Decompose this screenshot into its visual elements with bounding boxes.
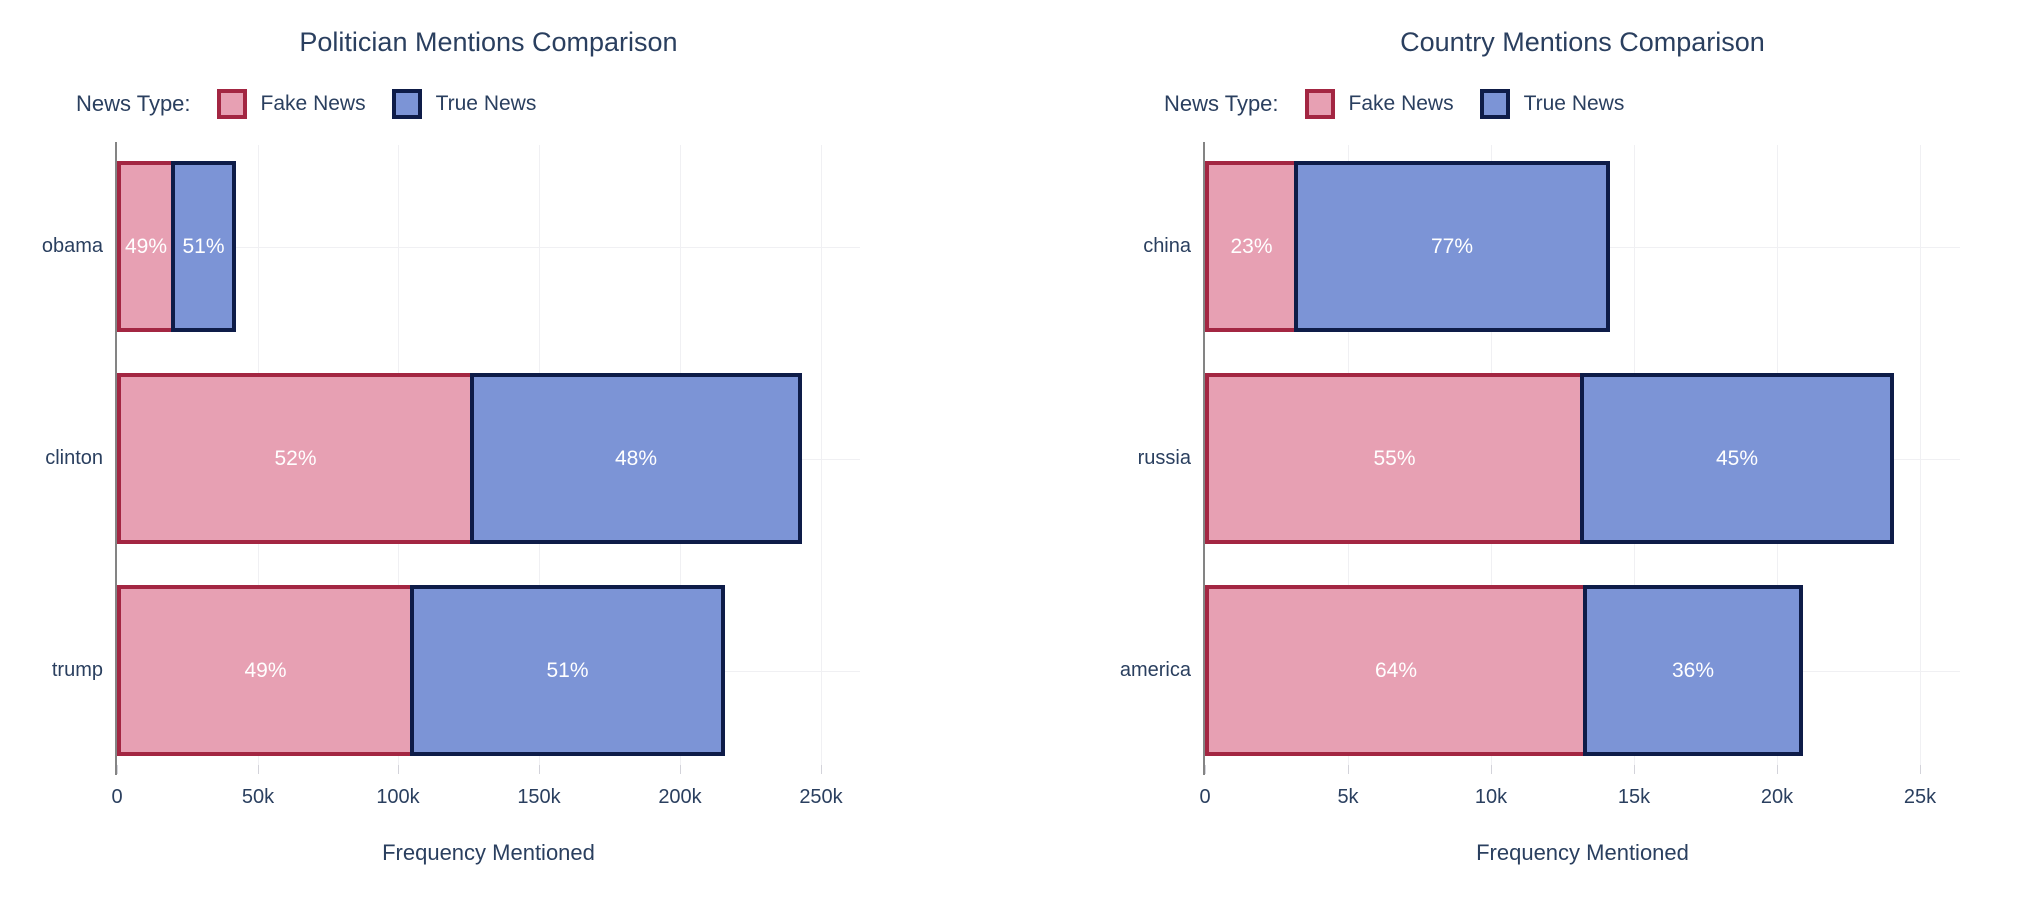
legend: News Type: Fake News True News bbox=[1164, 88, 1624, 120]
bar-segment-true-news-china[interactable]: 77% bbox=[1294, 161, 1610, 332]
gridline-250k bbox=[821, 145, 822, 765]
y-axis-label-america: america bbox=[1119, 659, 1191, 681]
politician-mentions-chart: Politician Mentions Comparison News Type… bbox=[41, 27, 860, 865]
legend: News Type: Fake News True News bbox=[76, 88, 536, 120]
legend-swatch-true-news bbox=[1479, 89, 1510, 119]
x-tick-label-15k: 15k bbox=[1617, 786, 1651, 808]
chart-title: Politician Mentions Comparison bbox=[299, 27, 678, 57]
y-axis-label-trump: trump bbox=[51, 659, 103, 681]
legend-item-true-news[interactable]: True News bbox=[1479, 89, 1625, 119]
legend-item-true-news[interactable]: True News bbox=[391, 89, 537, 119]
x-tick-label-0: 0 bbox=[1199, 786, 1211, 808]
bar-label-fake-news-obama: 49% bbox=[124, 234, 168, 258]
x-tick-label-5k: 5k bbox=[1337, 786, 1359, 808]
gridline-row-obama bbox=[117, 247, 860, 248]
bar-segment-true-news-russia[interactable]: 45% bbox=[1580, 373, 1894, 544]
bar-segment-true-news-trump[interactable]: 51% bbox=[410, 585, 725, 756]
y-axis-line bbox=[115, 142, 117, 775]
x-tick-mark-15k bbox=[1634, 765, 1635, 774]
x-tick-label-150k: 150k bbox=[517, 786, 561, 808]
gridline-25k bbox=[1920, 145, 1921, 765]
legend-item-fake-news[interactable]: Fake News bbox=[216, 89, 366, 119]
bar-segment-fake-news-obama[interactable]: 49% bbox=[117, 161, 175, 332]
legend-label-fake-news: Fake News bbox=[260, 92, 366, 115]
x-tick-label-200k: 200k bbox=[658, 786, 702, 808]
bar-label-true-news-clinton: 48% bbox=[614, 446, 658, 470]
chart-title: Country Mentions Comparison bbox=[1400, 27, 1765, 57]
bar-segment-fake-news-america[interactable]: 64% bbox=[1205, 585, 1587, 756]
x-tick-mark-0 bbox=[117, 765, 118, 774]
bar-segment-fake-news-clinton[interactable]: 52% bbox=[117, 373, 474, 544]
bar-label-true-news-china: 77% bbox=[1430, 234, 1474, 258]
bar-segment-fake-news-trump[interactable]: 49% bbox=[117, 585, 414, 756]
x-axis-title: Frequency Mentioned bbox=[1476, 840, 1689, 865]
x-tick-mark-10k bbox=[1491, 765, 1492, 774]
bar-label-fake-news-america: 64% bbox=[1374, 658, 1418, 682]
bar-label-fake-news-russia: 55% bbox=[1373, 446, 1416, 470]
x-tick-mark-50k bbox=[258, 765, 259, 774]
x-tick-mark-20k bbox=[1777, 765, 1778, 774]
legend-title: News Type: bbox=[76, 91, 191, 116]
plot-area: 49% 51% 52% 48% 49% 51% bbox=[115, 142, 860, 775]
country-mentions-chart: Country Mentions Comparison News Type: F… bbox=[1088, 0, 2026, 902]
y-axis-label-china: china bbox=[1143, 235, 1191, 257]
legend-label-fake-news: Fake News bbox=[1348, 92, 1454, 115]
bar-segment-true-news-clinton[interactable]: 48% bbox=[470, 373, 802, 544]
x-tick-mark-5k bbox=[1348, 765, 1349, 774]
y-axis-line bbox=[1203, 142, 1205, 775]
plot-area: 23% 77% 55% 45% 64% 36% bbox=[1203, 142, 1960, 775]
x-tick-label-0: 0 bbox=[111, 786, 123, 808]
legend-label-true-news: True News bbox=[435, 92, 537, 115]
x-tick-label-50k: 50k bbox=[241, 786, 275, 808]
bar-segment-true-news-america[interactable]: 36% bbox=[1583, 585, 1803, 756]
legend-swatch-fake-news bbox=[216, 89, 247, 119]
x-tick-mark-250k bbox=[821, 765, 822, 774]
bar-segment-fake-news-china[interactable]: 23% bbox=[1205, 161, 1298, 332]
x-tick-label-25k: 25k bbox=[1903, 786, 1937, 808]
bar-label-true-news-america: 36% bbox=[1671, 658, 1715, 682]
y-axis-label-obama: obama bbox=[41, 235, 103, 257]
legend-swatch-true-news bbox=[391, 89, 422, 119]
x-tick-mark-200k bbox=[680, 765, 681, 774]
bar-label-true-news-obama: 51% bbox=[182, 234, 225, 258]
x-tick-label-10k: 10k bbox=[1474, 786, 1508, 808]
x-tick-label-100k: 100k bbox=[376, 786, 420, 808]
bar-label-fake-news-trump: 49% bbox=[244, 658, 287, 682]
x-tick-label-20k: 20k bbox=[1760, 786, 1794, 808]
legend-label-true-news: True News bbox=[1523, 92, 1625, 115]
x-tick-label-250k: 250k bbox=[799, 786, 843, 808]
x-tick-mark-0 bbox=[1205, 765, 1206, 774]
x-tick-mark-25k bbox=[1920, 765, 1921, 774]
bar-label-true-news-russia: 45% bbox=[1715, 446, 1759, 470]
legend-item-fake-news[interactable]: Fake News bbox=[1304, 89, 1454, 119]
y-axis-label-russia: russia bbox=[1137, 447, 1191, 469]
legend-title: News Type: bbox=[1164, 91, 1279, 116]
x-tick-mark-150k bbox=[539, 765, 540, 774]
x-tick-mark-100k bbox=[398, 765, 399, 774]
bar-segment-fake-news-russia[interactable]: 55% bbox=[1205, 373, 1584, 544]
legend-swatch-fake-news bbox=[1304, 89, 1335, 119]
y-axis-label-clinton: clinton bbox=[45, 447, 103, 469]
bar-label-fake-news-china: 23% bbox=[1230, 234, 1273, 258]
bar-segment-true-news-obama[interactable]: 51% bbox=[171, 161, 236, 332]
x-axis-title: Frequency Mentioned bbox=[382, 840, 595, 865]
bar-label-true-news-trump: 51% bbox=[546, 658, 589, 682]
bar-label-fake-news-clinton: 52% bbox=[274, 446, 317, 470]
